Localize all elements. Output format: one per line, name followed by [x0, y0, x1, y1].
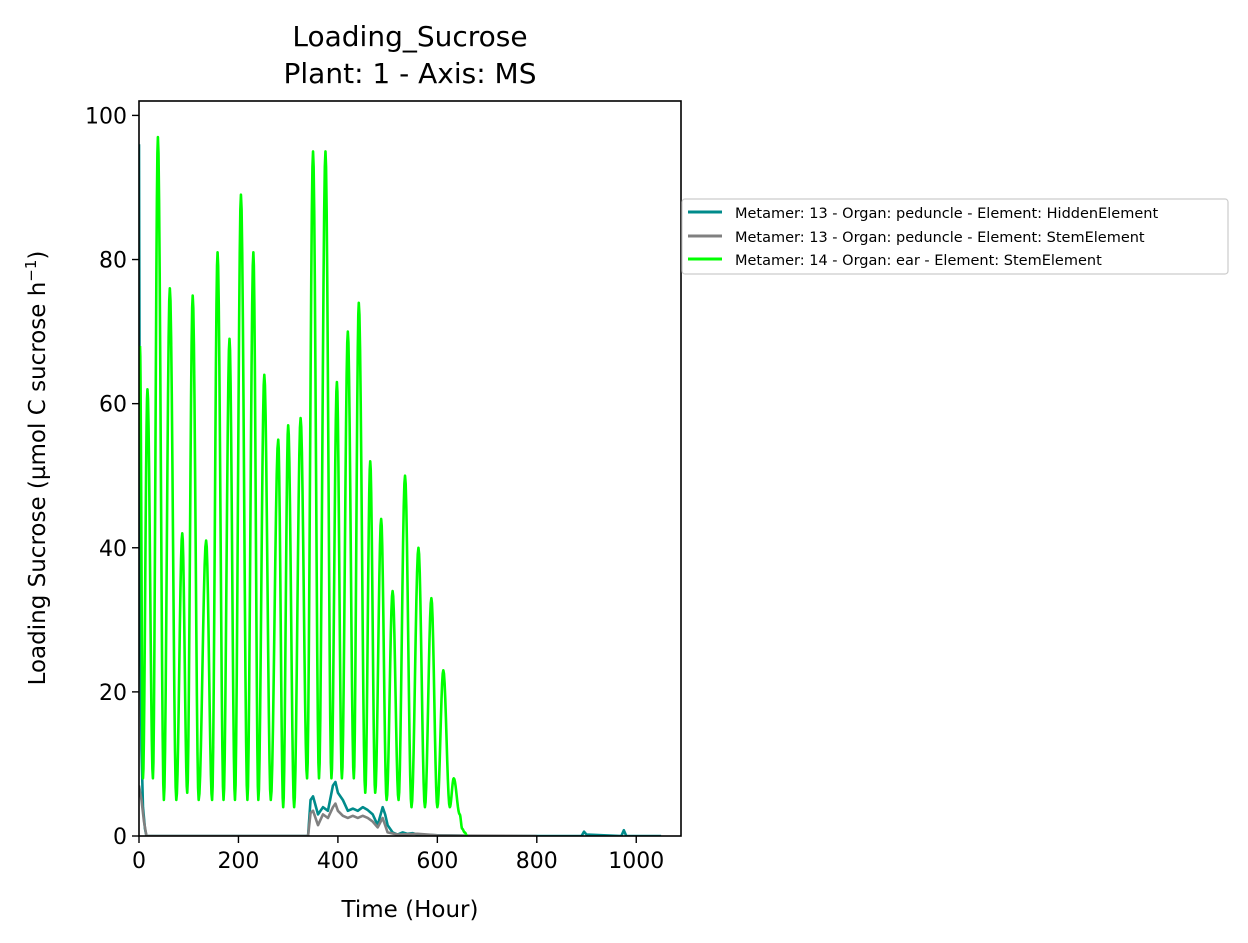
x-tick-label: 0	[132, 849, 146, 874]
series-line-hidden-element	[139, 144, 662, 836]
y-axis-title: Loading Sucrose (µmol C sucrose h−1)	[22, 251, 51, 686]
legend-label-peduncle-stem-element: Metamer: 13 - Organ: peduncle - Element:…	[735, 230, 1145, 246]
x-axis: 0 200 400 600 800 1000	[132, 836, 664, 874]
y-axis-title-close: )	[25, 251, 51, 260]
y-axis-title-main: Loading Sucrose (µmol C sucrose h	[25, 282, 51, 686]
y-tick-label: 80	[99, 249, 127, 274]
x-tick-label: 800	[516, 849, 558, 874]
chart-title: Loading_Sucrose	[292, 20, 527, 53]
y-tick-label: 60	[99, 393, 127, 418]
series-layer	[139, 135, 662, 836]
x-tick-label: 400	[317, 849, 359, 874]
y-axis: 0 20 40 60 80 100	[85, 104, 139, 850]
legend-label-ear-stem-element: Metamer: 14 - Organ: ear - Element: Stem…	[735, 253, 1102, 269]
series-line-peduncle-stem-element	[139, 785, 537, 836]
y-axis-title-superscript: −1	[22, 260, 40, 282]
y-tick-label: 40	[99, 537, 127, 562]
legend-label-hidden-element: Metamer: 13 - Organ: peduncle - Element:…	[735, 206, 1158, 222]
x-tick-label: 1000	[608, 849, 664, 874]
plot-frame	[138, 100, 682, 837]
series-line-ear-stem-element	[139, 135, 469, 836]
y-tick-label: 20	[99, 681, 127, 706]
x-axis-title: Time (Hour)	[341, 897, 479, 923]
legend: Metamer: 13 - Organ: peduncle - Element:…	[681, 198, 1229, 275]
legend-box	[681, 198, 1229, 275]
chart-subtitle: Plant: 1 - Axis: MS	[284, 57, 537, 90]
x-tick-label: 600	[416, 849, 458, 874]
x-tick-label: 200	[217, 849, 259, 874]
y-tick-label: 0	[113, 825, 127, 850]
y-tick-label: 100	[85, 104, 127, 129]
